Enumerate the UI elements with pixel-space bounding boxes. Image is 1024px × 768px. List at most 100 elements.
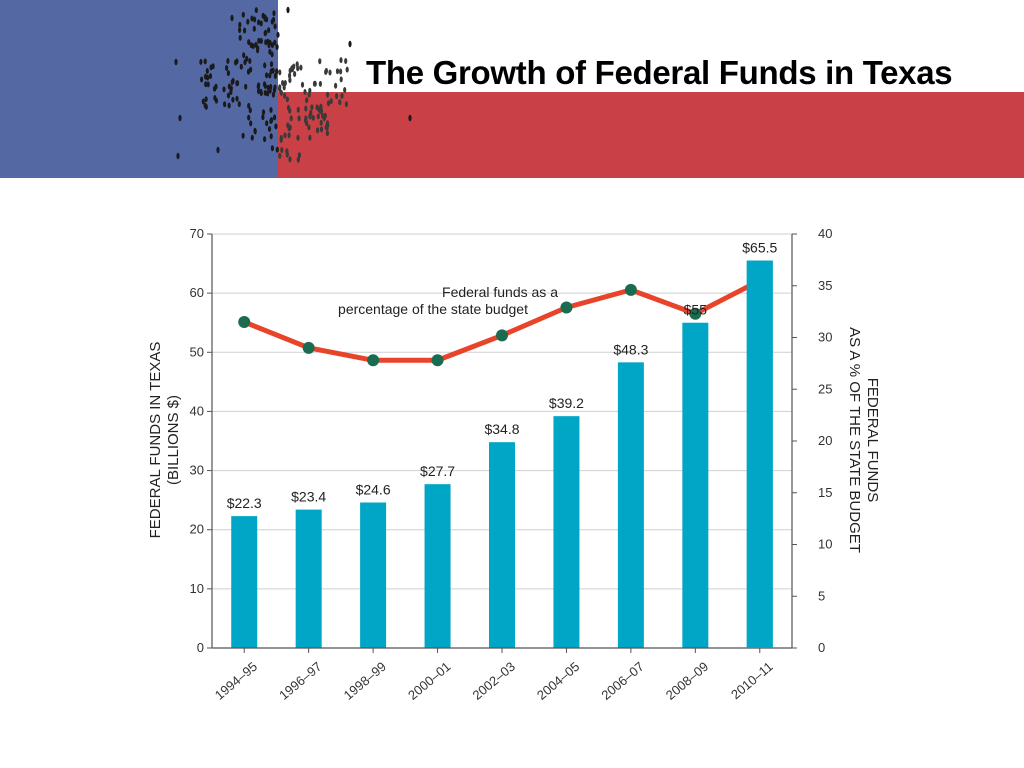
bar-value-label: $48.3 xyxy=(613,341,648,357)
left-axis-title-line2: (BILLIONS $) xyxy=(165,395,182,485)
crowd-figure xyxy=(339,57,343,64)
crowd-figure xyxy=(296,134,300,141)
crowd-figure xyxy=(214,97,218,104)
bar-overlay-2010-11 xyxy=(746,260,773,648)
crowd-figure xyxy=(250,134,254,141)
percent-point xyxy=(431,354,444,367)
crowd-figure xyxy=(257,37,261,44)
crowd-figure xyxy=(279,137,283,143)
crowd-figure xyxy=(241,11,245,18)
crowd-figure xyxy=(307,91,311,98)
bar-value-label: $39.2 xyxy=(549,395,584,411)
crowd-figure xyxy=(323,112,327,119)
crowd-figure xyxy=(248,58,252,64)
crowd-figure xyxy=(261,114,265,121)
bar-2006–07 xyxy=(617,362,644,648)
crowd-figure xyxy=(280,147,284,153)
crowd-figure xyxy=(235,80,239,87)
bar-value-label: $24.6 xyxy=(356,482,391,498)
crowd-figure xyxy=(292,63,296,70)
left-tick-label: 10 xyxy=(190,581,204,596)
crowd-figure xyxy=(270,42,274,49)
category-label: 2004–05 xyxy=(534,659,582,703)
banner-white-stripe xyxy=(278,0,1024,92)
crowd-figure xyxy=(286,122,290,129)
crowd-figure xyxy=(257,88,261,95)
crowd-figure xyxy=(339,68,343,75)
crowd-figure xyxy=(174,58,178,66)
crowd-figure xyxy=(265,72,269,79)
crowd-figure xyxy=(338,99,342,106)
category-label: 2000–01 xyxy=(405,659,453,703)
crowd-figure xyxy=(318,80,322,87)
crowd-figure xyxy=(283,132,287,139)
category-label: 1994–95 xyxy=(212,659,260,703)
crowd-figure xyxy=(326,100,331,107)
banner-red-stripe xyxy=(278,92,1024,178)
crowd-figure xyxy=(270,117,274,123)
percent-point xyxy=(302,341,315,354)
crowd-figure xyxy=(283,80,287,86)
crowd-figure xyxy=(274,123,278,130)
crowd-figure xyxy=(226,70,230,77)
category-label: 2010–11 xyxy=(728,659,776,702)
left-tick-label: 40 xyxy=(190,403,204,418)
crowd-figure xyxy=(273,84,277,91)
crowd-figure xyxy=(257,82,261,89)
percent-point xyxy=(624,283,637,296)
crowd-figure xyxy=(305,97,309,104)
crowd-figure xyxy=(289,115,293,122)
percent-point xyxy=(689,307,702,320)
crowd-figure xyxy=(226,58,230,64)
crowd-figure xyxy=(287,132,291,139)
crowd-figure xyxy=(316,113,320,120)
right-tick-label: 15 xyxy=(818,485,832,500)
crowd-figure xyxy=(230,79,234,86)
crowd-figure xyxy=(176,152,180,160)
crowd-figure xyxy=(345,66,349,73)
crowd-figure xyxy=(339,76,343,83)
crowd-figure xyxy=(325,124,329,131)
crowd-figure xyxy=(270,18,274,25)
crowd-figure xyxy=(199,58,203,65)
crowd-figure xyxy=(296,156,300,163)
crowd-figure xyxy=(265,120,269,127)
crowd-figure xyxy=(271,91,275,98)
crowd-figure xyxy=(206,81,210,88)
crowd-figure xyxy=(324,69,328,75)
crowd-figure xyxy=(263,62,267,69)
crowd-figure xyxy=(237,101,241,108)
crowd-figure xyxy=(304,117,308,124)
crowd-figure xyxy=(307,124,311,131)
crowd-figure xyxy=(288,72,292,79)
crowd-figure xyxy=(211,63,215,70)
crowd-figure xyxy=(205,68,209,74)
line-annotation-2: percentage of the state budget xyxy=(338,301,528,317)
crowd-figure xyxy=(285,151,289,158)
crowd-figure xyxy=(204,81,208,88)
percent-point xyxy=(560,301,573,314)
crowd-figure xyxy=(273,39,277,46)
left-axis-title-line1: FEDERAL FUNDS IN TEXAS xyxy=(147,342,164,539)
crowd-figure xyxy=(200,76,204,83)
crowd-figure xyxy=(340,92,344,99)
right-tick-label: 25 xyxy=(818,381,832,396)
crowd-figure xyxy=(268,48,272,55)
crowd-figure xyxy=(318,58,322,65)
crowd-figure xyxy=(241,132,245,139)
right-tick-label: 0 xyxy=(818,640,825,655)
texas-crowd-illustration xyxy=(174,6,412,163)
crowd-figure xyxy=(326,91,330,98)
crowd-figure xyxy=(257,19,261,26)
crowd-figure xyxy=(318,108,323,115)
bar-value-label: $27.7 xyxy=(420,463,455,479)
crowd-figure xyxy=(261,12,265,19)
crowd-figure xyxy=(269,107,273,113)
crowd-figure xyxy=(279,89,283,96)
crowd-figure xyxy=(315,104,319,111)
crowd-figure xyxy=(348,40,352,48)
slide-title: The Growth of Federal Funds in Texas xyxy=(366,54,953,91)
crowd-figure xyxy=(203,58,207,65)
crowd-figure xyxy=(247,114,251,121)
